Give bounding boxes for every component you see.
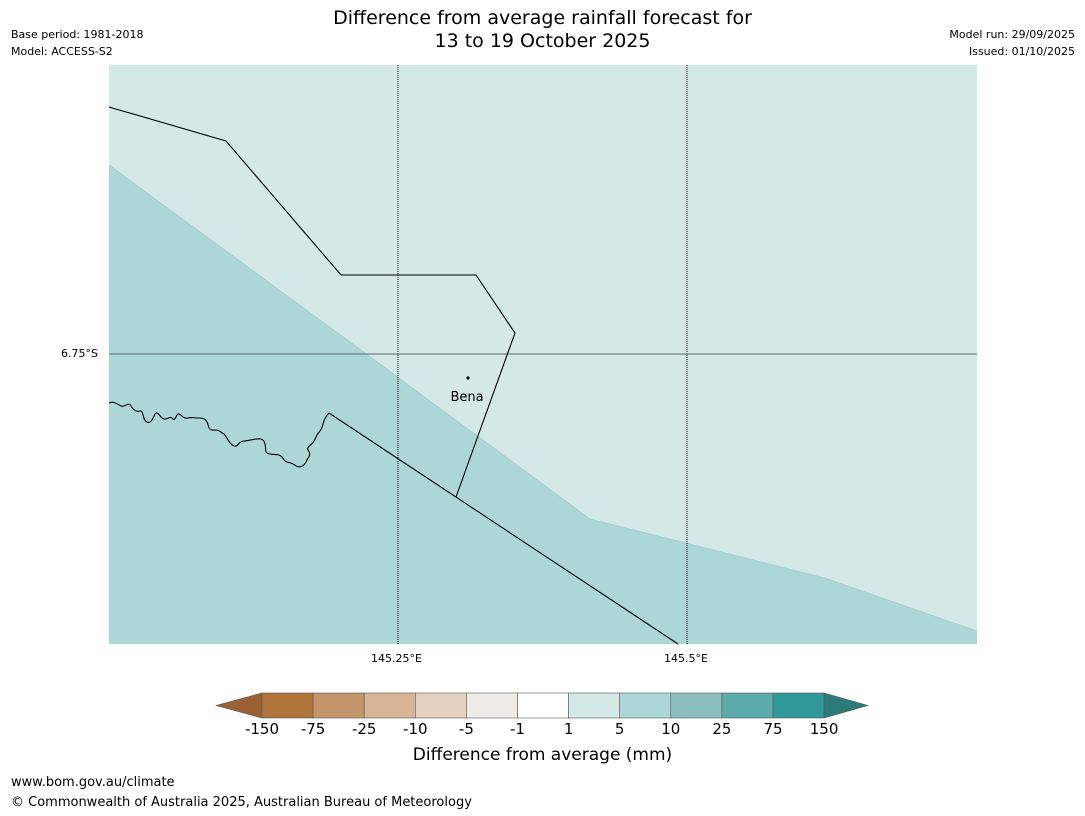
longitude-label-145-25: 145.25°E xyxy=(371,652,422,665)
colorbar-tick-label: 1 xyxy=(563,720,574,738)
colorbar-box--10-to--5 xyxy=(414,692,467,719)
colorbar-box-10-to-25 xyxy=(670,692,723,719)
colorbar-tick-label: -75 xyxy=(300,720,326,738)
title-line-1: Difference from average rainfall forecas… xyxy=(333,7,752,29)
bena-label: Bena xyxy=(450,390,483,405)
colorbar-box-1-to-5 xyxy=(568,692,620,719)
colorbar-tick-label: 10 xyxy=(661,720,681,738)
colorbar-title: Difference from average (mm) xyxy=(412,745,673,765)
meta-left: Base period: 1981-2018 Model: ACCESS-S2 xyxy=(11,26,143,60)
zone-boundary xyxy=(108,164,978,632)
model-run: Model run: 29/09/2025 xyxy=(949,28,1075,41)
colorbar-box--150-to--75 xyxy=(261,692,314,719)
colorbar xyxy=(214,692,870,719)
colorbar-tick-label: -1 xyxy=(510,720,525,738)
colorbar-box-75-to-150 xyxy=(772,692,825,719)
admin-boundary xyxy=(108,106,516,498)
latitude-label: 6.75°S xyxy=(61,347,98,360)
colorbar-box-5-to-10 xyxy=(619,692,672,719)
colorbar-box-25-to-75 xyxy=(721,692,774,719)
colorbar-extend-low xyxy=(214,692,263,719)
longitude-label-145-5: 145.5°E xyxy=(664,652,708,665)
colorbar-box--25-to--10 xyxy=(363,692,416,719)
colorbar-tick-label: -5 xyxy=(458,720,474,738)
colorbar-box--75-to--25 xyxy=(312,692,365,719)
colorbar-tick-label: 150 xyxy=(809,720,839,738)
meta-right: Model run: 29/09/2025 Issued: 01/10/2025 xyxy=(949,26,1075,60)
zone-5-to-10 xyxy=(109,165,977,644)
colorbar-extend-high xyxy=(823,692,870,719)
colorbar-tick-label: -25 xyxy=(351,720,377,738)
colorbar-tick-label: 25 xyxy=(712,720,732,738)
colorbar-tick-label: -10 xyxy=(403,720,428,738)
colorbar-box--5-to--1 xyxy=(466,692,518,719)
colorbar-tick-label: 75 xyxy=(763,720,783,738)
title-line-2: 13 to 19 October 2025 xyxy=(434,30,651,52)
river-line xyxy=(108,401,330,468)
footer-copyright: © Commonwealth of Australia 2025, Austra… xyxy=(11,795,472,810)
colorbar-box--1-to-1 xyxy=(517,692,569,719)
admin-boundary-south xyxy=(328,412,679,645)
colorbar-tick-label: -150 xyxy=(244,720,280,738)
bena-marker xyxy=(466,376,470,380)
issued-date: Issued: 01/10/2025 xyxy=(968,45,1075,58)
model-name: Model: ACCESS-S2 xyxy=(11,45,113,58)
colorbar-tick-label: 5 xyxy=(614,720,625,738)
chart-title: Difference from average rainfall forecas… xyxy=(0,7,1085,53)
footer-url: www.bom.gov.au/climate xyxy=(11,775,175,790)
base-period: Base period: 1981-2018 xyxy=(11,28,144,41)
